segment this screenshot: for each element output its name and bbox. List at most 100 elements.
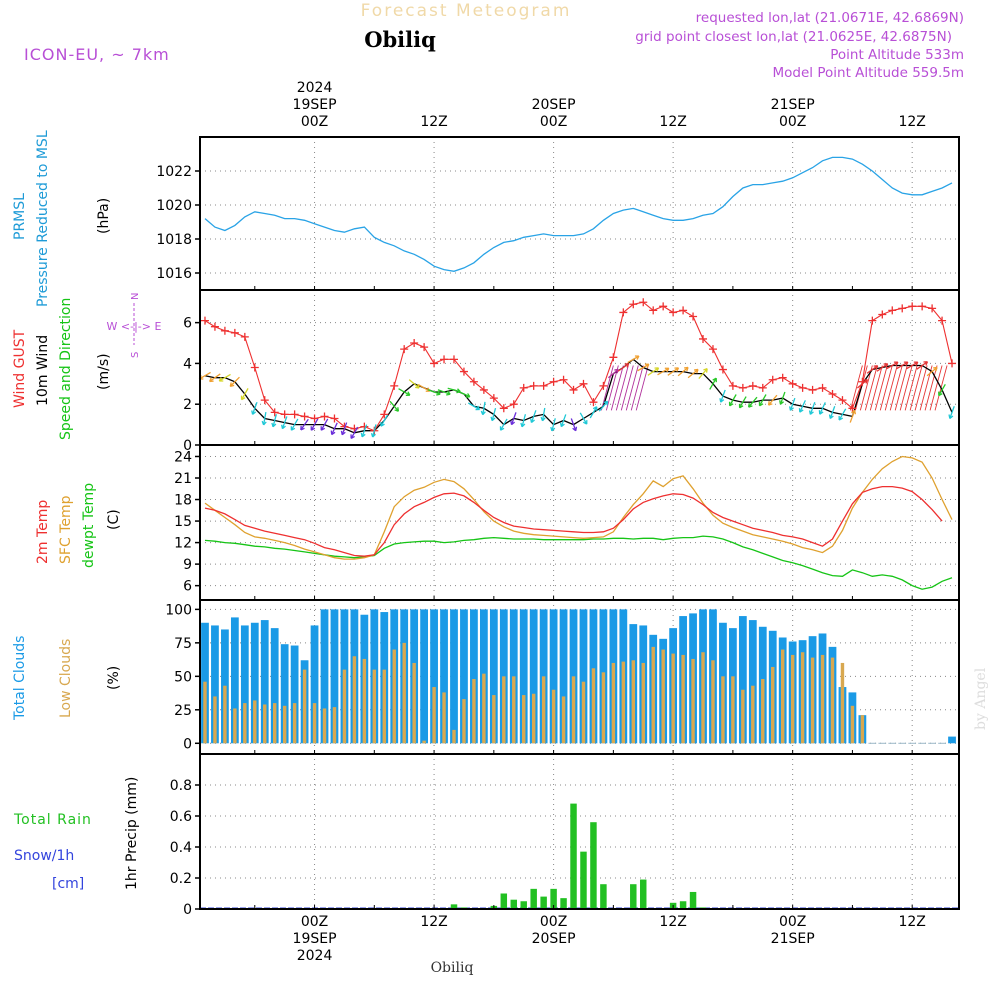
wind-barb-shaft <box>598 400 609 412</box>
wind-barb-head <box>490 416 496 422</box>
gust-marker <box>559 375 568 384</box>
wind-barb <box>290 418 299 431</box>
gust-marker <box>270 408 279 417</box>
wind-barb-shaft <box>906 361 919 370</box>
wind-barb-shaft <box>677 366 689 377</box>
rain-bar <box>530 888 537 909</box>
low-cloud-bar <box>531 693 536 744</box>
temp-labels: 2m Temp SFC Temp dewpt Temp (C) <box>35 483 122 568</box>
gust-marker <box>828 390 837 399</box>
credit-watermark: by Angel <box>973 667 989 730</box>
gust-marker <box>420 343 429 352</box>
wind-barb-head <box>446 390 451 396</box>
low-cloud-bar <box>223 685 227 744</box>
gust-marker <box>220 326 229 335</box>
wind-barb-shaft <box>251 401 258 415</box>
wind-barb <box>698 368 708 380</box>
hatch-line <box>615 365 629 411</box>
gust-marker <box>200 316 209 325</box>
wind-barb <box>866 365 879 374</box>
hatch-line <box>874 365 888 411</box>
low-cloud-bar <box>810 657 815 744</box>
wind-barb-head <box>664 367 670 373</box>
gust-marker <box>230 328 239 337</box>
requested-coords: requested lon,lat (21.0671E, 42.6869N) <box>696 10 964 26</box>
rain-bar <box>640 879 647 909</box>
bottom-time-label: 00Z <box>301 914 328 930</box>
wind-barb-shaft <box>617 363 630 372</box>
snow-cm-label: [cm] <box>52 876 84 892</box>
wind-barb <box>427 389 441 396</box>
pressure-labels: PRMSL Pressure Reduced to MSL (hPa) <box>12 130 112 307</box>
hatch-line <box>864 365 878 411</box>
wind-barb-head <box>893 361 899 367</box>
y-tick-label: 1022 <box>156 164 192 180</box>
total-cloud-bar <box>738 616 747 744</box>
wind-barb <box>719 389 726 403</box>
wind-barb-shaft <box>457 390 471 398</box>
wind-barb-shaft <box>819 402 826 415</box>
low-cloud-bar <box>651 646 655 744</box>
low-clouds-label: Low Clouds <box>58 639 74 718</box>
gust-marker <box>549 377 558 386</box>
model-altitude: Model Point Altitude 559.5m <box>773 65 964 81</box>
wind-barb-shaft <box>290 418 299 431</box>
total-cloud-bar <box>450 609 458 744</box>
wind-barb-head <box>281 424 286 430</box>
wind-barb-shaft <box>729 394 737 407</box>
wind-barb-head <box>559 422 565 428</box>
wind-barb-head <box>415 383 420 389</box>
total-cloud-bar <box>280 644 289 744</box>
wind-barb-shaft <box>209 373 221 382</box>
total-cloud-bar <box>460 609 468 744</box>
wind-labels: Wind GUST 10m Wind Speed and Direction (… <box>12 293 161 440</box>
wind-barb-head <box>818 410 824 415</box>
hatch-line <box>869 365 883 411</box>
hatch-line <box>635 365 649 411</box>
wind-barb <box>818 402 826 415</box>
bottom-time-label: 00Z <box>779 914 806 930</box>
clouds-unit: (%) <box>106 666 122 690</box>
gust-marker <box>609 353 618 362</box>
rain-bar <box>510 899 517 909</box>
wind-barb <box>607 368 619 379</box>
wind-barb <box>480 401 486 416</box>
wind-barb-shaft <box>589 406 598 419</box>
top-time-label: 00Z <box>540 114 567 130</box>
y-tick-label: 0.8 <box>170 778 192 794</box>
wind-barb-head <box>436 390 441 396</box>
total-cloud-bar <box>270 628 279 744</box>
y-tick-label: 0.2 <box>170 871 192 887</box>
wind-barb-shaft <box>262 411 267 426</box>
hatch-line <box>919 365 933 411</box>
low-cloud-bar <box>512 676 516 744</box>
wind-barb-shaft <box>926 366 938 377</box>
gust-marker <box>489 394 498 403</box>
gust-marker <box>768 375 777 384</box>
wind-barb-shaft <box>896 361 909 370</box>
gust-marker <box>898 304 907 313</box>
wind-barb-head <box>310 426 316 431</box>
wind-barb-shaft <box>627 355 640 364</box>
top-time-label: 21SEP <box>771 97 815 113</box>
gust-marker <box>290 410 299 419</box>
gust-marker <box>300 412 309 421</box>
wind-barb-head <box>370 432 376 438</box>
gust-marker <box>689 312 698 321</box>
wind-barb-head <box>499 426 505 431</box>
wind-barb-shaft <box>541 407 546 421</box>
wind-barb <box>261 411 267 426</box>
wind-barb <box>209 373 221 383</box>
wind-barb <box>856 378 868 389</box>
low-cloud-bar <box>362 658 367 744</box>
low-cloud-bar <box>820 654 825 744</box>
wind-barb-shaft <box>748 396 758 408</box>
hatch-line <box>909 365 923 411</box>
wind-barb <box>398 388 411 396</box>
pressure-label: Pressure Reduced to MSL <box>35 130 51 307</box>
wind-barb-shaft <box>698 368 708 380</box>
wind-barb <box>540 407 546 422</box>
wind-barb-shaft <box>361 424 368 438</box>
wind-barb-head <box>863 378 868 384</box>
y-tick-label: 1018 <box>156 232 192 248</box>
